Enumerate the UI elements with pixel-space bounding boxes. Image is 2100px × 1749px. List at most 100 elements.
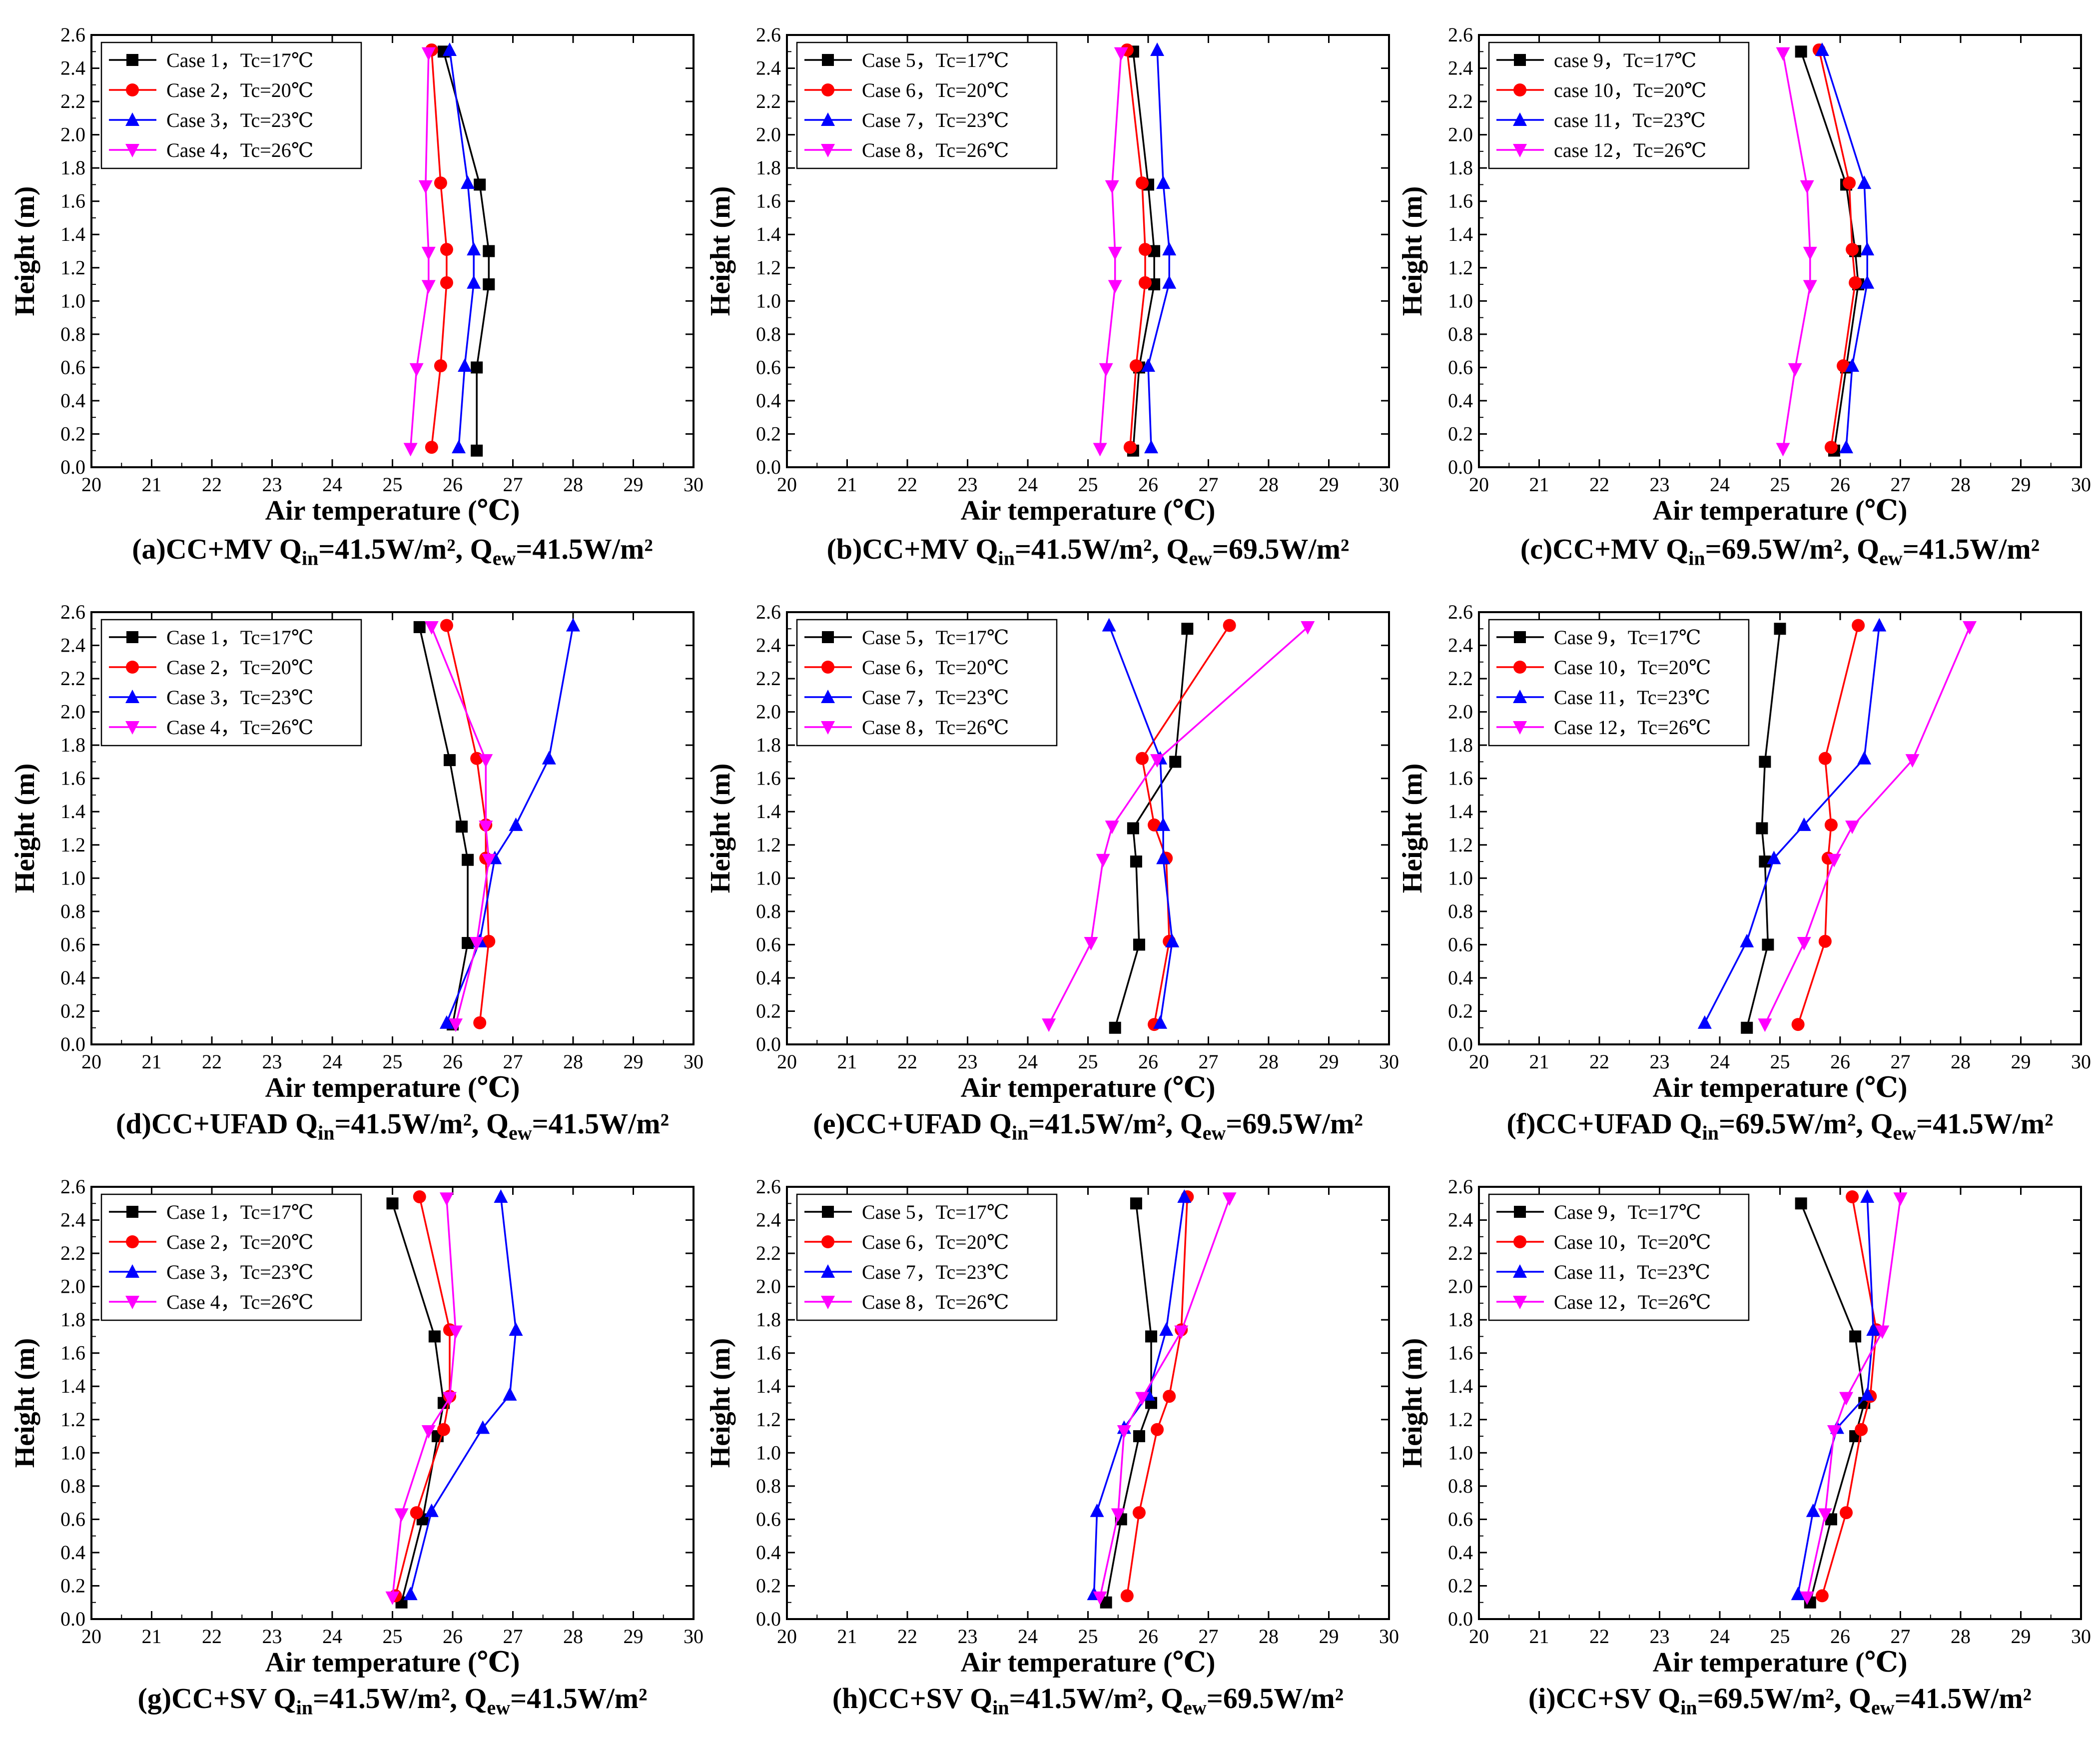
- legend-marker: [1513, 661, 1526, 674]
- x-tick-label: 26: [1138, 1050, 1158, 1073]
- legend-marker: [821, 661, 834, 674]
- data-point: [1150, 754, 1165, 768]
- legend-label: Case 9，Tc=17℃: [1554, 626, 1701, 649]
- x-tick-label: 30: [684, 1050, 703, 1073]
- legend-label: Case 8，Tc=26℃: [862, 1291, 1009, 1313]
- data-point: [1108, 246, 1122, 260]
- data-point: [449, 1018, 463, 1032]
- y-tick-label: 2.2: [756, 90, 781, 112]
- data-point: [449, 1325, 463, 1339]
- y-axis-label: Height (m): [705, 186, 736, 316]
- data-point: [409, 363, 424, 377]
- y-tick-label: 2.0: [756, 123, 781, 146]
- data-point: [473, 1016, 487, 1029]
- y-tick-label: 1.2: [756, 256, 781, 279]
- x-tick-label: 24: [322, 1050, 342, 1073]
- data-point: [1795, 1197, 1807, 1210]
- y-tick-label: 0.0: [60, 1608, 85, 1630]
- caption-text: (b)CC+MV Q: [826, 533, 998, 565]
- x-tick-label: 28: [1951, 473, 1971, 496]
- y-tick-label: 1.0: [756, 289, 781, 312]
- y-tick-label: 2.2: [60, 1242, 85, 1264]
- y-tick-label: 1.2: [756, 1408, 781, 1431]
- series-line-4: [409, 53, 430, 449]
- series-line-3: [1704, 625, 1881, 1023]
- data-point: [1156, 175, 1171, 189]
- series-line-2: [1141, 625, 1231, 1025]
- y-tick-label: 1.6: [756, 190, 781, 212]
- data-point: [1132, 1506, 1146, 1520]
- data-point: [1135, 1392, 1149, 1406]
- y-tick-label: 2.2: [756, 667, 781, 690]
- y-tick-label: 2.6: [60, 23, 85, 46]
- legend-box: [796, 41, 1058, 169]
- y-tick-label: 1.6: [1448, 190, 1473, 212]
- data-point: [410, 1506, 423, 1520]
- data-point: [1860, 1189, 1875, 1203]
- y-tick-label: 0.8: [1448, 900, 1473, 922]
- legend-label: Case 6，Tc=20℃: [862, 1231, 1009, 1253]
- x-tick-label: 28: [563, 1050, 583, 1073]
- legend-label: Case 4，Tc=26℃: [166, 139, 313, 161]
- data-point: [440, 276, 453, 289]
- series-line-3: [409, 1196, 517, 1595]
- data-point: [1111, 1508, 1125, 1522]
- x-tick-label: 29: [1319, 473, 1339, 496]
- y-tick-label: 2.2: [60, 90, 85, 112]
- data-point: [1800, 180, 1814, 194]
- data-point: [1148, 818, 1161, 832]
- x-tick-label: 26: [1830, 1050, 1850, 1073]
- x-axis-label: Air temperature (℃): [265, 1072, 520, 1103]
- series-line-1: [1105, 1203, 1152, 1603]
- y-tick-label: 0.8: [60, 900, 85, 922]
- y-tick-label: 1.6: [60, 767, 85, 790]
- y-axis-label: Height (m): [1397, 764, 1428, 893]
- legend-marker: [1514, 54, 1526, 66]
- legend-box: [100, 619, 362, 747]
- legend-box: [796, 1193, 1058, 1321]
- y-tick-label: 1.6: [756, 767, 781, 790]
- series-line-1: [1114, 629, 1189, 1028]
- y-tick-label: 1.0: [756, 1441, 781, 1464]
- y-axis-label: Height (m): [9, 186, 40, 316]
- x-tick-label: 27: [1199, 1050, 1219, 1073]
- data-point: [479, 821, 493, 835]
- legend-marker: [125, 112, 139, 126]
- data-point: [1872, 618, 1887, 632]
- y-tick-label: 1.8: [1448, 734, 1473, 756]
- y-tick-label: 1.8: [756, 1308, 781, 1331]
- data-point: [1133, 1430, 1145, 1443]
- legend-label: case 12，Tc=26℃: [1554, 139, 1707, 161]
- data-point: [1162, 242, 1177, 256]
- y-tick-label: 0.2: [756, 1574, 781, 1597]
- y-tick-label: 2.0: [1448, 701, 1473, 723]
- legend-marker: [125, 1264, 139, 1278]
- legend-box: [1488, 619, 1750, 747]
- caption-text: =69.5W/m²: [1206, 1682, 1344, 1715]
- data-point: [1849, 276, 1862, 289]
- y-tick-label: 0.4: [1448, 966, 1473, 989]
- data-point: [1846, 1190, 1859, 1203]
- chart-panel-g: 20 21 22 23 24 25 26 27 28 29 30 0.0 0.2 0.4 0.6 0.8 1.0…: [9, 1175, 703, 1678]
- data-point: [482, 854, 496, 868]
- legend-label: Case 10，Tc=20℃: [1554, 1231, 1711, 1253]
- x-tick-label: 30: [1379, 473, 1399, 496]
- x-tick-label: 25: [1078, 473, 1098, 496]
- y-tick-label: 1.2: [1448, 256, 1473, 279]
- data-point: [474, 178, 486, 191]
- y-tick-label: 1.4: [1448, 223, 1473, 245]
- y-tick-label: 0.2: [756, 999, 781, 1022]
- x-tick-label: 27: [503, 1050, 523, 1073]
- y-tick-label: 2.6: [60, 1175, 85, 1198]
- x-tick-label: 23: [1650, 1050, 1670, 1073]
- y-tick-label: 1.6: [1448, 1342, 1473, 1364]
- y-tick-label: 0.2: [756, 422, 781, 445]
- legend-label: Case 12，Tc=26℃: [1554, 716, 1711, 739]
- legend-box: [1488, 1193, 1750, 1321]
- panel-caption-a: (a)CC+MV Qin=41.5W/m², Qew=41.5W/m²: [43, 532, 742, 570]
- data-point: [1223, 619, 1236, 632]
- data-point: [1130, 856, 1142, 868]
- caption-subscript: in: [992, 1696, 1009, 1719]
- legend-marker: [1514, 1206, 1526, 1218]
- legend-marker: [1513, 1296, 1527, 1309]
